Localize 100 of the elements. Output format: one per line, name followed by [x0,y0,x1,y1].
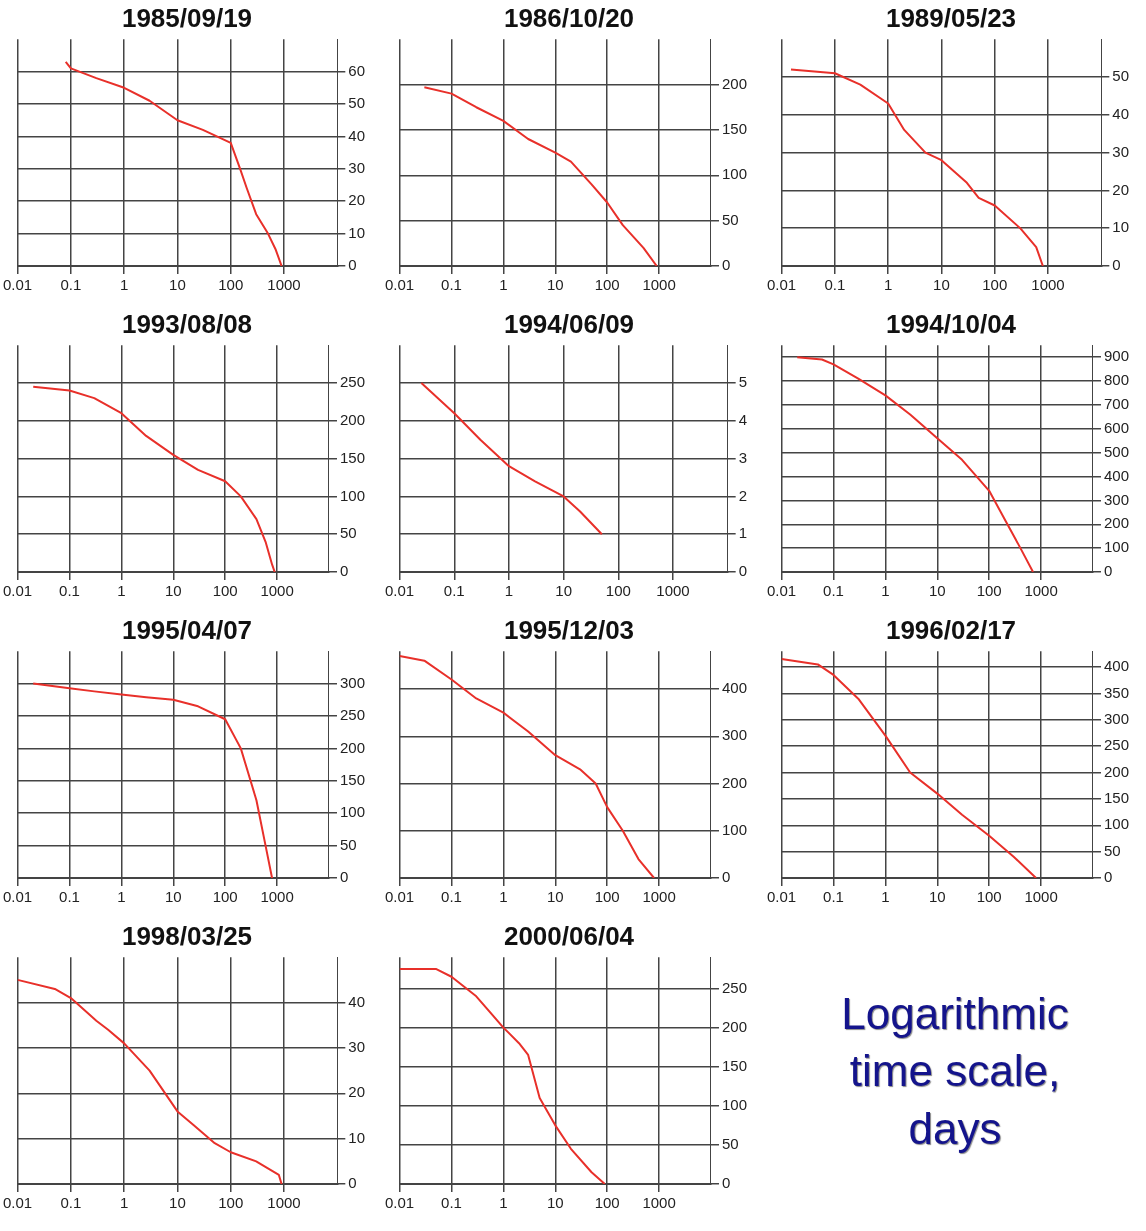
chart-title: 1994/06/09 [503,308,635,339]
y2-tick-label: 4 [738,410,747,428]
x-tick-label: 100 [594,1194,620,1212]
x-tick-label: 10 [164,888,182,906]
y2-tick-label: 1 [738,524,747,542]
y2-tick-label: 0 [1112,256,1121,274]
x-tick-label: 0.01 [385,582,415,600]
x-tick-label: 0.01 [767,888,797,906]
x-tick-label: 1000 [656,582,690,600]
y2-tick-label: 200 [721,1017,747,1035]
chart-title: 1986/10/20 [503,2,635,33]
y2-tick-label: 150 [1103,789,1129,807]
y2-tick-label: 0 [339,562,349,580]
y2-tick-label: 40 [1112,104,1129,122]
y2-tick-label: 200 [1103,762,1129,780]
x-tick-label: 0.1 [823,582,844,600]
x-tick-label: 0.1 [60,1194,82,1212]
x-tick-label: 10 [169,276,186,294]
x-tick-label: 0.1 [443,582,465,600]
x-tick-label: 10 [928,582,946,600]
y2-tick-label: 20 [1112,180,1129,198]
x-tick-label: 10 [546,1194,564,1212]
chart-title: 1996/02/17 [885,614,1017,645]
y2-tick-label: 350 [1103,683,1129,701]
x-tick-label: 0.01 [767,276,797,294]
x-tick-label: 1 [499,276,508,294]
x-tick-label: 1 [120,1194,129,1212]
x-tick-label: 0.01 [3,276,33,294]
y2-tick-label: 40 [348,992,365,1010]
y2-tick-label: 300 [1103,709,1129,727]
y2-tick-label: 0 [721,1174,731,1192]
y2-tick-label: 100 [721,820,747,838]
y2-tick-label: 20 [348,191,365,209]
y2-tick-label: 150 [339,770,365,788]
x-tick-label: 100 [218,1194,244,1212]
y2-tick-label: 10 [1112,218,1129,236]
y2-tick-label: 50 [339,835,357,853]
x-tick-label: 0.1 [441,1194,462,1212]
x-tick-label: 1 [117,888,126,906]
x-tick-label: 1 [499,1194,508,1212]
y2-tick-label: 50 [721,1135,739,1153]
x-tick-label: 0.1 [59,582,80,600]
y2-tick-label: 50 [721,210,739,228]
x-tick-label: 0.01 [385,276,415,294]
chart-title: 1995/04/07 [121,614,253,645]
y2-tick-label: 3 [738,448,747,466]
y2-tick-label: 250 [339,706,365,724]
y2-tick-label: 200 [339,738,365,756]
y2-tick-label: 100 [339,486,365,504]
x-tick-label: 1 [881,582,890,600]
x-tick-label: 0.01 [385,1194,415,1212]
chart-title: 1998/03/25 [121,920,253,951]
x-tick-label: 0.1 [60,276,82,294]
x-tick-label: 1000 [642,1194,676,1212]
x-tick-label: 0.01 [3,1194,33,1212]
y2-tick-label: 0 [348,256,357,274]
y2-tick-label: 250 [721,978,747,996]
y2-tick-label: 400 [1103,466,1129,484]
x-tick-label: 1 [499,888,508,906]
y2-tick-label: 50 [1103,841,1121,859]
x-tick-label: 0.01 [767,582,797,600]
x-tick-label: 100 [212,582,238,600]
y2-tick-label: 30 [348,1038,365,1056]
x-tick-label: 10 [555,582,572,600]
y2-tick-label: 0 [721,868,731,886]
y2-tick-label: 50 [339,524,357,542]
x-tick-label: 1 [881,888,890,906]
y2-tick-label: 100 [1103,815,1129,833]
x-tick-label: 100 [605,582,631,600]
y2-tick-label: 250 [1103,736,1129,754]
y2-tick-label: 10 [348,223,365,241]
y2-tick-label: 50 [1112,67,1129,85]
y2-tick-label: 10 [348,1128,365,1146]
y2-tick-label: 0 [1103,562,1113,580]
y2-tick-label: 200 [1103,514,1129,532]
x-tick-label: 1 [120,276,129,294]
y2-tick-label: 600 [1103,418,1129,436]
y2-tick-label: 5 [738,373,747,391]
y2-tick-label: 500 [1103,442,1129,460]
y2-tick-label: 0 [339,868,349,886]
x-tick-label: 100 [982,276,1008,294]
x-tick-label: 1 [504,582,514,600]
x-tick-label: 0.1 [441,888,462,906]
y2-tick-label: 300 [721,726,747,744]
x-tick-label: 10 [933,276,950,294]
x-tick-label: 100 [594,888,620,906]
y2-tick-label: 100 [721,1095,747,1113]
y2-tick-label: 30 [348,158,365,176]
x-tick-label: 1000 [1031,276,1065,294]
chart-title: 1985/09/19 [121,2,253,33]
x-tick-label: 1000 [1024,582,1058,600]
y2-tick-label: 30 [1112,142,1129,160]
x-tick-label: 100 [976,582,1002,600]
x-tick-label: 1 [117,582,126,600]
y2-tick-label: 0 [721,256,731,274]
x-tick-label: 0.01 [3,582,33,600]
x-tick-label: 1000 [267,1194,301,1212]
chart-title: 1994/10/04 [885,308,1017,339]
y2-tick-label: 0 [738,562,747,580]
y2-tick-label: 60 [348,61,365,79]
